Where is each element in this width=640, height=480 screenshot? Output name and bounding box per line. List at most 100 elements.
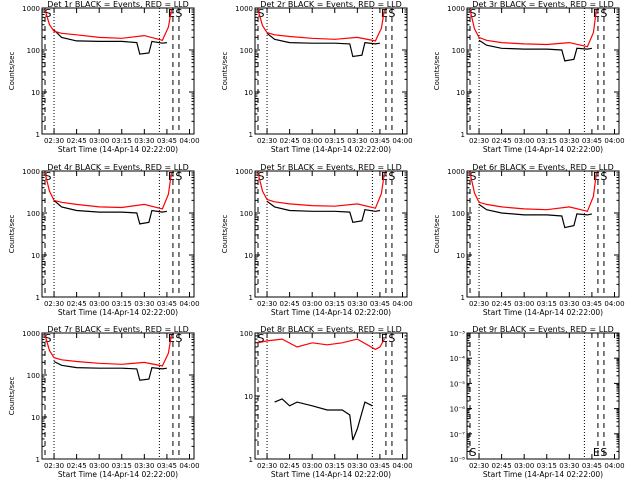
event-marker: S <box>258 332 265 345</box>
y-tick-label: 10⁻⁸ <box>450 456 466 464</box>
series-line-events <box>478 39 593 62</box>
chart-panel-3: Det 3r BLACK = Events, RED = LLD 1 10 100 10… <box>433 0 625 154</box>
x-tick-label: 02:30 <box>44 300 64 308</box>
x-axis-label: Start Time (14-Apr-14 02:22:00) <box>58 308 178 317</box>
series-line-lld <box>257 9 385 42</box>
x-tick-label: 03:45 <box>370 462 390 470</box>
x-tick-label: 03:15 <box>325 300 345 308</box>
y-tick-label: 10⁻⁵ <box>450 380 466 388</box>
y-tick-label: 100 <box>452 47 465 55</box>
chart-panel-4: Det 4r BLACK = Events, RED = LLD 1 10 100 10… <box>8 163 200 317</box>
y-tick-label: 10 <box>244 393 253 401</box>
y-tick-label: 1000 <box>235 5 253 13</box>
chart-title: Det 1r BLACK = Events, RED = LLD <box>47 0 189 9</box>
chart-title: Det 4r BLACK = Events, RED = LLD <box>47 163 189 172</box>
y-tick-label: 1000 <box>22 168 40 176</box>
x-tick-label: 04:00 <box>604 300 624 308</box>
x-tick-label: 03:30 <box>134 462 154 470</box>
chart-title: Det 7r BLACK = Events, RED = LLD <box>47 325 189 334</box>
y-tick-label: 1 <box>249 456 253 464</box>
series-line-events <box>266 200 381 223</box>
x-tick-label: 02:30 <box>469 462 489 470</box>
x-tick-label: 04:00 <box>604 462 624 470</box>
x-tick-label: 02:45 <box>492 462 512 470</box>
series-line-events <box>53 199 168 225</box>
x-tick-label: 03:45 <box>582 300 602 308</box>
y-axis-label: Counts/sec <box>433 52 441 91</box>
series-line-events <box>478 203 593 229</box>
y-axis-label: Counts/sec <box>433 215 441 254</box>
event-marker: S <box>600 170 607 183</box>
y-tick-label: 10 <box>244 89 253 97</box>
event-marker: S <box>45 332 52 345</box>
event-marker: S <box>470 446 477 459</box>
series-line-lld <box>257 338 385 351</box>
x-tick-label: 02:30 <box>257 137 277 145</box>
chart-panel-7: Det 7r BLACK = Events, RED = LLD 1 10 100 10… <box>8 325 200 479</box>
y-tick-label: 1000 <box>235 168 253 176</box>
event-marker: E <box>381 332 388 345</box>
event-marker: S <box>600 7 607 20</box>
x-tick-label: 03:00 <box>514 137 534 145</box>
x-axis-label: Start Time (14-Apr-14 02:22:00) <box>483 308 603 317</box>
series-line-lld <box>44 9 172 42</box>
x-tick-label: 02:30 <box>257 462 277 470</box>
x-tick-label: 02:30 <box>469 137 489 145</box>
y-tick-label: 10 <box>456 89 465 97</box>
event-marker: S <box>388 7 395 20</box>
x-tick-label: 03:45 <box>157 300 177 308</box>
y-tick-label: 100 <box>240 210 253 218</box>
y-tick-label: 1000 <box>447 168 465 176</box>
event-marker: E <box>593 446 600 459</box>
y-tick-label: 10 <box>31 414 40 422</box>
x-tick-label: 03:15 <box>112 300 132 308</box>
x-tick-label: 02:30 <box>44 462 64 470</box>
y-axis-label: Counts/sec <box>8 377 16 416</box>
x-tick-label: 03:45 <box>582 137 602 145</box>
x-tick-label: 03:00 <box>302 462 322 470</box>
x-tick-label: 03:15 <box>112 137 132 145</box>
chart-title: Det 6r BLACK = Events, RED = LLD <box>472 163 614 172</box>
x-tick-label: 03:30 <box>559 300 579 308</box>
chart-panel-2: Det 2r BLACK = Events, RED = LLD 1 10 100 10… <box>221 0 413 154</box>
event-marker: S <box>258 7 265 20</box>
y-tick-label: 10 <box>244 252 253 260</box>
y-tick-label: 100 <box>27 372 40 380</box>
x-tick-label: 03:00 <box>302 300 322 308</box>
y-tick-label: 1 <box>461 294 465 302</box>
x-tick-label: 03:30 <box>134 137 154 145</box>
chart-title: Det 5r BLACK = Events, RED = LLD <box>260 163 402 172</box>
event-marker: S <box>470 7 477 20</box>
x-tick-label: 03:00 <box>302 137 322 145</box>
series-line-lld <box>44 172 172 210</box>
y-tick-label: 1000 <box>447 5 465 13</box>
event-marker: E <box>168 7 175 20</box>
y-tick-label: 1000 <box>22 5 40 13</box>
x-tick-label: 02:45 <box>280 300 300 308</box>
x-tick-label: 03:15 <box>325 462 345 470</box>
x-tick-label: 03:15 <box>537 462 557 470</box>
event-marker: S <box>45 170 52 183</box>
event-marker: S <box>388 170 395 183</box>
x-tick-label: 04:00 <box>179 462 199 470</box>
x-axis-label: Start Time (14-Apr-14 02:22:00) <box>271 145 391 154</box>
event-marker: S <box>470 170 477 183</box>
x-tick-label: 02:45 <box>492 300 512 308</box>
series-line-lld <box>469 172 597 213</box>
x-tick-label: 02:45 <box>280 462 300 470</box>
event-marker: S <box>45 7 52 20</box>
plot-frame <box>466 332 620 460</box>
y-tick-label: 100 <box>240 330 253 338</box>
x-tick-label: 03:15 <box>537 137 557 145</box>
plot-frame <box>254 332 408 460</box>
chart-title: Det 3r BLACK = Events, RED = LLD <box>472 0 614 9</box>
y-tick-label: 1000 <box>22 330 40 338</box>
plot-frame <box>254 170 408 298</box>
x-tick-label: 02:45 <box>492 137 512 145</box>
x-axis-label: Start Time (14-Apr-14 02:22:00) <box>271 308 391 317</box>
y-axis-label: Counts/sec <box>8 215 16 254</box>
x-tick-label: 03:00 <box>89 137 109 145</box>
y-tick-label: 100 <box>27 47 40 55</box>
y-axis-label: Counts/sec <box>8 52 16 91</box>
